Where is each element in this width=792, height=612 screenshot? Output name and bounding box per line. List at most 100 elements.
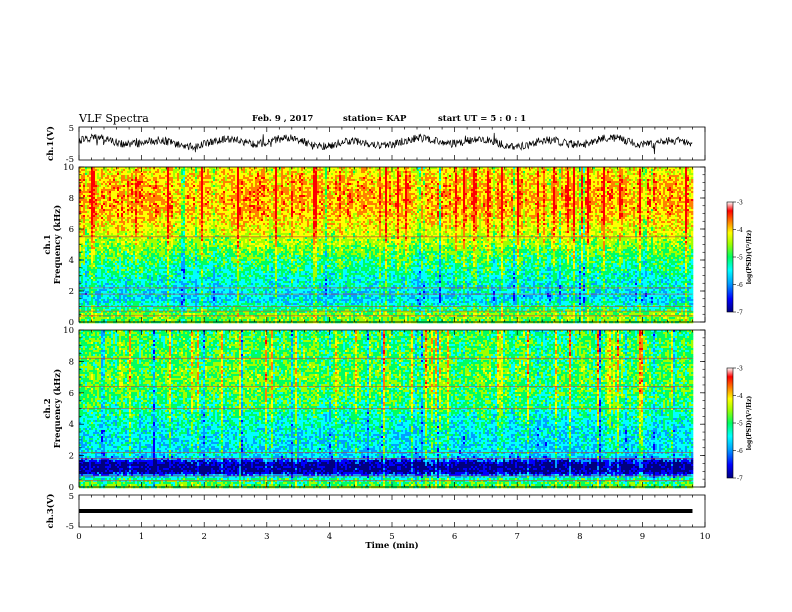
ch1-spectrogram-panel-cell <box>227 171 229 173</box>
ch1-spectrogram-panel-cell <box>113 169 115 171</box>
ch1-spectrogram-panel-cell <box>453 171 455 173</box>
ch1-spectrogram-panel-cell <box>243 171 245 173</box>
ch1-spectrogram-panel-cell <box>405 169 407 171</box>
ch1-waveform-panel-ylabel: ch.1(V) <box>45 126 56 161</box>
ch1-spectrogram-panel-cell <box>333 171 335 173</box>
ch1-spectrogram-panel-cell <box>393 169 395 171</box>
ch1-spectrogram-panel-cell <box>623 169 625 171</box>
ch1-spectrogram-panel-cell <box>551 169 553 171</box>
ch1-spectrogram-panel-cell <box>155 169 157 171</box>
ch1-spectrogram-panel-cell <box>437 171 439 173</box>
ch1-spectrogram-panel-cell <box>91 171 93 173</box>
ch1-spectrogram-panel-cell <box>431 171 433 173</box>
ch1-spectrogram-panel-cell <box>317 171 319 173</box>
ch1-spectrogram-panel-cell <box>159 169 161 171</box>
ch1-spectrogram-panel-cell <box>619 169 621 171</box>
ch1-spectrogram-panel-cell <box>219 169 221 171</box>
ch1-spectrogram-panel-cell <box>99 171 101 173</box>
ch1-spectrogram-panel-cell <box>651 169 653 171</box>
ch1-spectrogram-panel-cell <box>139 171 141 173</box>
ch1-spectrogram-panel-cell <box>595 169 597 171</box>
ch1-spectrogram-panel-cell <box>81 169 83 171</box>
ch1-spectrogram-panel-cell <box>169 171 171 173</box>
ch1-spectrogram-panel-cell <box>661 169 663 171</box>
ch1-spectrogram-panel-cell <box>115 171 117 173</box>
ch1-spectrogram-panel-cell <box>293 171 295 173</box>
ch1-spectrogram-panel-cell <box>101 171 103 173</box>
ch1-spectrogram-panel-cell <box>479 171 481 173</box>
ch1-spectrogram-panel-cell <box>199 169 201 171</box>
ch1-spectrogram-panel-cell <box>225 171 227 173</box>
ch1-spectrogram-panel-cell <box>549 169 551 171</box>
ch1-spectrogram-panel-cell <box>113 171 115 173</box>
ch1-spectrogram-panel-cell <box>149 169 151 171</box>
ch1-spectrogram-panel-cell <box>313 169 315 171</box>
ch1-spectrogram-panel-cell <box>435 169 437 171</box>
ch1-spectrogram-panel-cell <box>151 171 153 173</box>
ch1-spectrogram-panel-cell <box>165 171 167 173</box>
ch1-spectrogram-panel-cell <box>361 171 363 173</box>
ch1-spectrogram-panel-cell <box>689 169 691 171</box>
ch1-spectrogram-panel-cell <box>189 169 191 171</box>
ch1-spectrogram-panel-cell <box>171 171 173 173</box>
ch1-spectrogram-panel-cell <box>281 171 283 173</box>
ch1-spectrogram-panel-cell <box>209 169 211 171</box>
ch1-spectrogram-panel-cell <box>395 169 397 171</box>
ch1-spectrogram-panel-cell <box>255 171 257 173</box>
ch1-spectrogram-panel-cell <box>293 169 295 171</box>
ch1-spectrogram-panel-cell <box>189 171 191 173</box>
ch1-spectrogram-panel-cell <box>205 171 207 173</box>
ch1-spectrogram-panel-cell <box>321 171 323 173</box>
ch1-spectrogram-panel-cell <box>593 169 595 171</box>
ch1-spectrogram-panel-cell <box>609 169 611 171</box>
ch1-spectrogram-panel-cell <box>217 169 219 171</box>
ch1-spectrogram-panel-cell <box>405 171 407 173</box>
ch1-spectrogram-panel-cell <box>321 169 323 171</box>
ch1-spectrogram-panel-cell <box>425 169 427 171</box>
ch1-spectrogram-panel-cell <box>387 169 389 171</box>
ch1-spectrogram-panel-cell <box>535 169 537 171</box>
ch1-spectrogram-panel-cell <box>545 169 547 171</box>
ch1-spectrogram-panel-cell <box>195 169 197 171</box>
ch1-spectrogram-panel-cell <box>145 169 147 171</box>
ch1-spectrogram-panel-cell <box>489 169 491 171</box>
ch1-spectrogram-panel-cell <box>345 169 347 171</box>
ch1-spectrogram-panel-cell <box>207 169 209 171</box>
ch1-spectrogram-panel-cell <box>217 171 219 173</box>
ch1-spectrogram-panel-cell <box>401 169 403 171</box>
ch1-spectrogram-panel-cell <box>569 169 571 171</box>
ch1-spectrogram-panel-cell <box>169 169 171 171</box>
ch1-spectrogram-panel-cell <box>671 169 673 171</box>
ch1-spectrogram-panel-cell <box>251 171 253 173</box>
ch1-spectrogram-panel-cell <box>199 171 201 173</box>
ch1-spectrogram-panel-cell <box>577 169 579 171</box>
ch1-spectrogram-panel-cell <box>83 169 85 171</box>
ch1-spectrogram-panel-cell <box>399 171 401 173</box>
ch1-spectrogram-panel-cell <box>211 171 213 173</box>
ch1-spectrogram-panel-cell <box>401 171 403 173</box>
ch1-spectrogram-panel-cell <box>309 171 311 173</box>
ch1-spectrogram-panel-cell <box>313 171 315 173</box>
ch1-spectrogram-panel-cell <box>281 169 283 171</box>
ch1-spectrogram-panel-cell <box>461 171 463 173</box>
ch1-spectrogram-panel-cell <box>249 171 251 173</box>
ch1-spectrogram-panel-cell <box>469 171 471 173</box>
ch1-spectrogram-panel-cell <box>377 171 379 173</box>
ch1-spectrogram-panel-cell <box>449 169 451 171</box>
ch1-spectrogram-panel-cell <box>299 171 301 173</box>
ch1-spectrogram-panel-cell <box>447 171 449 173</box>
ch1-spectrogram-panel-cell <box>93 169 95 171</box>
ch1-spectrogram-panel-cell <box>575 169 577 171</box>
ch1-spectrogram-panel-cell <box>471 169 473 171</box>
ch1-spectrogram-panel-cell <box>241 171 243 173</box>
ch1-spectrogram-panel-cell <box>375 171 377 173</box>
ch1-spectrogram-panel-cell <box>339 171 341 173</box>
ch1-spectrogram-panel-cell <box>245 171 247 173</box>
ch1-spectrogram-panel-cell <box>173 171 175 173</box>
ch1-spectrogram-panel-cell <box>213 171 215 173</box>
ch1-spectrogram-panel-cell <box>427 171 429 173</box>
ch1-spectrogram-panel-cell <box>191 171 193 173</box>
ch1-spectrogram-panel-cell <box>413 171 415 173</box>
ch1-spectrogram-panel-cell <box>583 169 585 171</box>
ch1-spectrogram-panel-cell <box>355 169 357 171</box>
